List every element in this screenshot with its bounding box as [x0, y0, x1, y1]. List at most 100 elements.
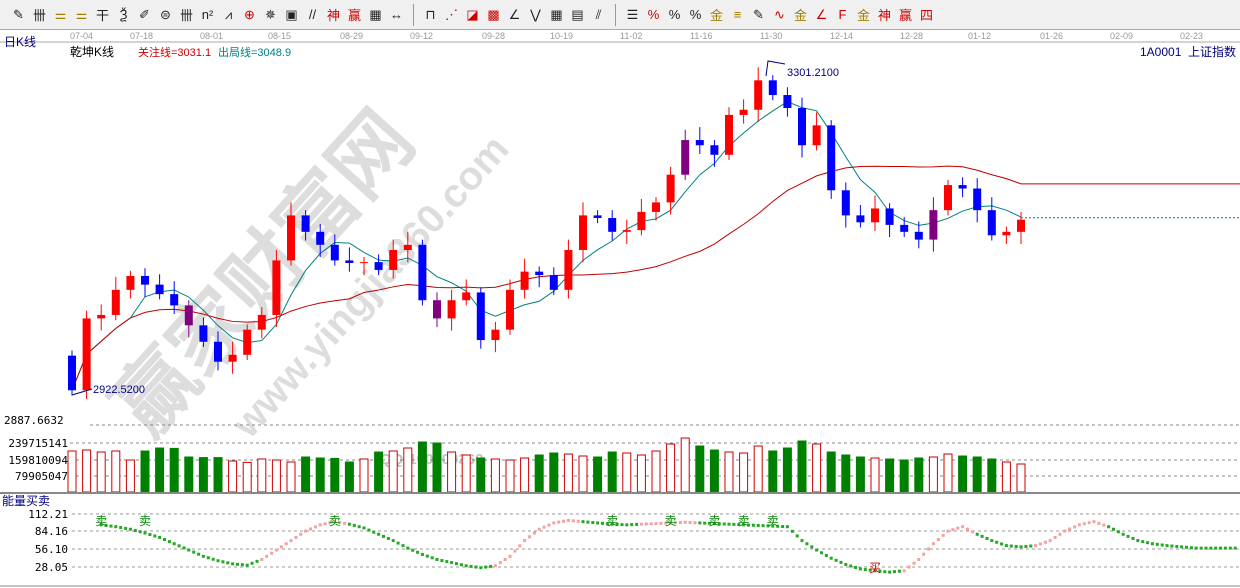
volume-bar[interactable] — [782, 447, 792, 493]
volume-bar[interactable] — [67, 450, 77, 493]
candle[interactable] — [476, 287, 485, 349]
volume-bar[interactable] — [958, 455, 968, 493]
grid-icon[interactable]: 卌 — [32, 8, 46, 23]
bars-icon[interactable]: ☰ — [626, 6, 639, 22]
volume-bar[interactable] — [943, 453, 953, 493]
candle[interactable] — [958, 177, 967, 198]
candle[interactable] — [812, 112, 821, 151]
candle[interactable] — [564, 239, 573, 299]
candle[interactable] — [973, 178, 982, 223]
volume-bar[interactable] — [636, 454, 646, 493]
candle[interactable] — [287, 202, 295, 266]
candle[interactable] — [68, 350, 76, 396]
volume-bar[interactable] — [505, 459, 515, 493]
candle[interactable] — [447, 289, 456, 331]
candle[interactable] — [593, 210, 602, 224]
angle-icon[interactable]: ⩘ — [224, 6, 233, 22]
f-icon[interactable]: F — [838, 7, 847, 22]
volume-bar[interactable] — [855, 456, 865, 493]
candle[interactable] — [549, 267, 558, 296]
volume-bar[interactable] — [607, 451, 617, 493]
candle[interactable] — [856, 204, 865, 228]
volume-bar[interactable] — [461, 454, 471, 493]
volume-bar[interactable] — [622, 452, 632, 493]
volume-bar[interactable] — [271, 459, 281, 493]
candle[interactable] — [462, 279, 471, 306]
candle[interactable] — [111, 276, 120, 321]
gold2-icon[interactable]: ⚌ — [75, 6, 88, 22]
ruler-icon[interactable]: ▦ — [369, 6, 382, 22]
gold-circle-icon[interactable]: 金 — [709, 8, 723, 23]
volume-bar[interactable] — [257, 458, 267, 493]
volume-bar[interactable] — [826, 451, 836, 493]
volume-bar[interactable] — [520, 457, 530, 493]
volume-bar[interactable] — [870, 457, 880, 493]
volume-bar[interactable] — [213, 457, 223, 493]
ying-angle-icon[interactable]: 赢 — [898, 8, 912, 23]
candle[interactable] — [695, 127, 704, 154]
gann-icon[interactable]: ▩ — [487, 6, 500, 22]
percent-red-icon[interactable]: % — [647, 7, 660, 22]
angle2-icon[interactable]: ∠ — [508, 6, 521, 22]
volume-bar[interactable] — [680, 437, 690, 493]
volume-bar[interactable] — [812, 443, 822, 493]
volume-bar[interactable] — [987, 458, 997, 493]
gold-lines-icon[interactable]: ≡ — [733, 7, 742, 22]
volume-bar[interactable] — [242, 461, 252, 493]
candle[interactable] — [579, 202, 587, 263]
volume-bar[interactable] — [578, 455, 588, 493]
hash-icon[interactable]: 卌 — [179, 8, 193, 23]
volume-bar[interactable] — [724, 451, 734, 493]
candle[interactable] — [433, 292, 441, 328]
volume-bar[interactable] — [374, 451, 384, 493]
volume-bar[interactable] — [695, 445, 705, 493]
volume-bar[interactable] — [125, 459, 135, 493]
circle-grid-icon[interactable]: ⊜ — [160, 6, 171, 22]
pen2-icon[interactable]: ✐ — [139, 6, 150, 22]
volume-bar[interactable] — [563, 453, 573, 493]
indicator-name[interactable]: 乾坤K线 — [70, 44, 114, 59]
candle[interactable] — [666, 166, 675, 215]
candle[interactable] — [637, 198, 646, 236]
target-icon[interactable]: ⊕ — [244, 6, 255, 22]
candle[interactable] — [141, 268, 149, 297]
volume-bar[interactable] — [169, 447, 179, 493]
cycle-icon[interactable]: Ѯ — [119, 7, 128, 22]
volume-bar[interactable] — [797, 440, 807, 493]
volume-bar[interactable] — [753, 445, 763, 493]
candle[interactable] — [301, 210, 310, 241]
candle[interactable] — [900, 217, 909, 238]
candle[interactable] — [155, 274, 164, 300]
volume-bar[interactable] — [666, 443, 676, 493]
volume-bar[interactable] — [301, 456, 311, 493]
volume-bar[interactable] — [1016, 463, 1026, 493]
candle[interactable] — [535, 266, 544, 288]
shen-icon[interactable]: 神 — [326, 8, 340, 23]
volume-bar[interactable] — [899, 459, 909, 493]
candle[interactable] — [783, 87, 792, 117]
candle[interactable] — [739, 99, 748, 124]
gold-icon[interactable]: ⚌ — [54, 6, 67, 22]
four-angle-icon[interactable]: 四 — [919, 8, 933, 23]
grid3-icon[interactable]: ▤ — [571, 6, 584, 22]
volume-bar[interactable] — [432, 442, 442, 493]
gold-angle-icon[interactable]: 金 — [856, 8, 870, 23]
candle[interactable] — [987, 197, 996, 241]
volume-bar[interactable] — [359, 458, 369, 493]
period-label[interactable]: 日K线 — [4, 35, 36, 49]
candle[interactable] — [272, 250, 281, 328]
rect-icon[interactable]: ⊓ — [425, 6, 436, 22]
candle[interactable] — [97, 304, 106, 331]
volume-bar[interactable] — [534, 454, 544, 493]
zigzag-icon[interactable]: ⋁ — [530, 6, 541, 22]
volume-bar[interactable] — [111, 450, 121, 493]
candle[interactable] — [725, 107, 733, 160]
candle[interactable] — [199, 317, 208, 347]
volume-bar[interactable] — [344, 461, 354, 493]
candle[interactable] — [228, 341, 237, 374]
candle[interactable] — [1017, 211, 1025, 244]
candle[interactable] — [126, 270, 135, 299]
candle[interactable] — [914, 221, 923, 249]
candle[interactable] — [944, 179, 952, 216]
candle[interactable] — [652, 197, 660, 221]
